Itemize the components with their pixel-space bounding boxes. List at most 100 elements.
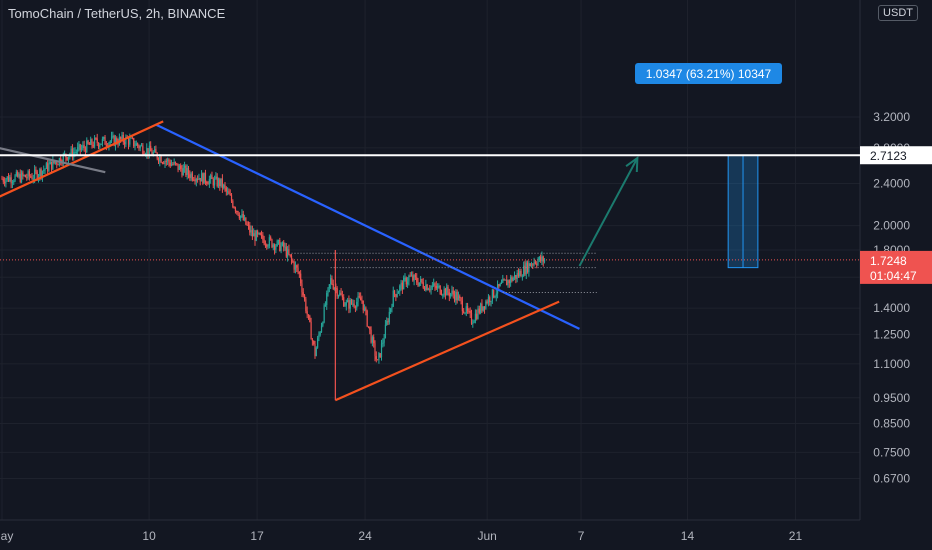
candle-body — [420, 278, 422, 283]
candle-body — [322, 322, 324, 326]
candle-body — [177, 163, 179, 170]
candle-body — [399, 285, 401, 292]
candle-body — [140, 145, 143, 147]
candle-body — [337, 295, 340, 297]
candle-body — [10, 177, 12, 184]
candle-body — [311, 339, 313, 341]
candle-body — [56, 162, 58, 165]
candle-body — [91, 139, 93, 146]
candle-body — [44, 168, 46, 170]
candle-body — [482, 306, 484, 311]
candle-body — [392, 290, 394, 307]
candle-body — [309, 315, 311, 322]
candle-body — [377, 359, 379, 361]
y-tick-label: 1.4000 — [873, 301, 910, 315]
candle-body — [487, 297, 490, 303]
candle-body — [198, 178, 200, 180]
y-tick-label: 2.0000 — [873, 219, 910, 233]
candle-body — [82, 145, 84, 148]
candle-body — [123, 141, 126, 145]
candles — [1, 131, 546, 364]
candle-body — [541, 256, 543, 261]
candle-body — [490, 301, 492, 303]
candle-body — [35, 169, 37, 172]
candle-body — [234, 208, 237, 212]
candle-body — [409, 275, 411, 277]
candle-body — [253, 233, 255, 237]
candle-body — [339, 292, 341, 296]
candle-body — [474, 313, 477, 322]
candle-body — [348, 300, 350, 309]
candle-body — [9, 177, 11, 182]
candle-body — [254, 233, 256, 241]
candle-body — [480, 303, 482, 313]
candle-body — [246, 224, 248, 226]
candle-body — [416, 277, 418, 283]
candle-body — [425, 284, 427, 291]
y-tick-label: 0.7500 — [873, 445, 910, 459]
candle-body — [110, 136, 113, 142]
candle-body — [129, 138, 131, 145]
x-tick-label: Jun — [477, 529, 496, 543]
candle-body — [26, 177, 28, 179]
candle-body — [296, 265, 298, 268]
candle-body — [512, 277, 514, 281]
candle-body — [74, 152, 76, 154]
candle-body — [31, 176, 33, 180]
candle-body — [460, 297, 462, 301]
candle-body — [279, 240, 281, 251]
candle-body — [241, 214, 243, 216]
candle-body — [543, 260, 546, 262]
candle-body — [530, 264, 533, 267]
candle-body — [117, 143, 119, 145]
candle-body — [223, 184, 225, 188]
candle-body — [515, 275, 517, 279]
currency-badge[interactable]: USDT — [878, 5, 918, 21]
x-tick-label: 10 — [142, 529, 156, 543]
candle-body — [457, 296, 460, 301]
candle-body — [533, 261, 535, 265]
candle-body — [294, 265, 297, 270]
candle-body — [310, 321, 312, 340]
candle-body — [366, 310, 368, 327]
candle-body — [390, 308, 392, 312]
candle-body — [116, 138, 118, 144]
candle-body — [120, 137, 122, 140]
candle-body — [498, 284, 500, 287]
candle-body — [216, 176, 218, 187]
candle-body — [4, 181, 6, 184]
candle-body — [178, 165, 180, 170]
candle-body — [36, 171, 38, 180]
candle-body — [125, 137, 127, 145]
candle-body — [210, 175, 212, 180]
candle-body — [208, 179, 210, 185]
candle-body — [288, 249, 290, 255]
candle-body — [301, 283, 303, 293]
candle-body — [427, 289, 430, 291]
candle-body — [408, 275, 410, 282]
candle-body — [78, 144, 80, 148]
candle-body — [470, 312, 473, 324]
candle-body — [354, 306, 357, 308]
candle-body — [197, 178, 199, 180]
candle-body — [276, 240, 278, 247]
candle-body — [227, 191, 229, 193]
candle-body — [453, 294, 456, 301]
candle-body — [228, 191, 230, 195]
candle-body — [521, 276, 523, 278]
candle-body — [373, 337, 375, 344]
candle-body — [442, 294, 444, 296]
candle-body — [264, 244, 267, 246]
candle-body — [187, 167, 190, 175]
x-tick-label: May — [0, 529, 13, 543]
key-level-label: 2.7123 — [870, 149, 907, 163]
candle-body — [485, 301, 487, 309]
candle-body — [60, 158, 62, 164]
candle-body — [30, 176, 32, 178]
candle-body — [121, 134, 123, 140]
candle-body — [7, 176, 10, 182]
candle-body — [147, 148, 149, 155]
candle-body — [193, 179, 195, 181]
